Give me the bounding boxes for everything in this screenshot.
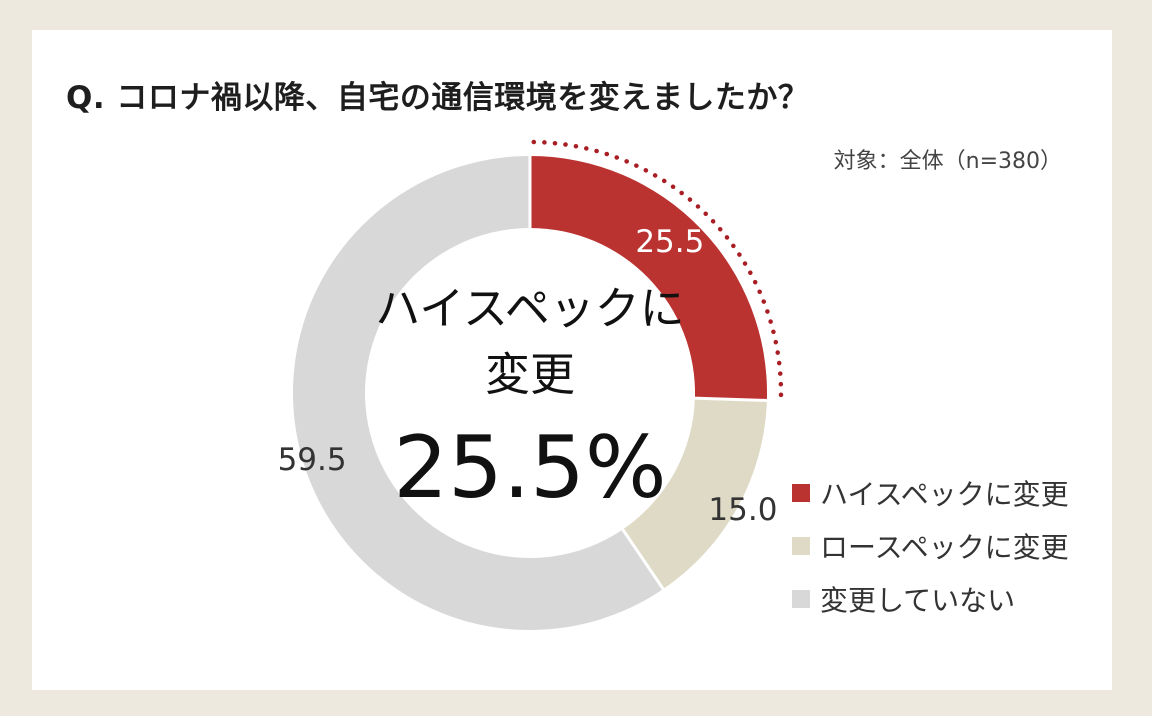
legend-item-high-spec: ハイスペックに変更 bbox=[792, 466, 1069, 519]
slice-no-change bbox=[292, 156, 664, 631]
value-label-high-spec: 25.5 bbox=[635, 224, 704, 260]
legend-label-no-change: 変更していない bbox=[820, 583, 1016, 617]
slice-separator bbox=[620, 527, 666, 591]
legend-item-no-change: 変更していない bbox=[792, 572, 1069, 625]
legend-swatch-no-change bbox=[792, 589, 810, 608]
center-value: 25.5% bbox=[393, 418, 667, 518]
chart-title: Q. コロナ禍以降、自宅の通信環境を変えましたか？ bbox=[66, 80, 810, 116]
value-label-low-spec: 15.0 bbox=[708, 492, 777, 528]
legend: ハイスペックに変更 ロースペックに変更 変更していない bbox=[792, 466, 1069, 625]
slice-separator bbox=[693, 396, 768, 402]
legend-label-high-spec: ハイスペックに変更 bbox=[820, 477, 1069, 511]
value-label-no-change: 59.5 bbox=[278, 442, 347, 478]
slice-low-spec bbox=[622, 398, 767, 590]
sample-note: 対象：全体（n=380） bbox=[833, 149, 1062, 174]
legend-item-low-spec: ロースペックに変更 bbox=[792, 519, 1069, 572]
legend-swatch-low-spec bbox=[792, 536, 810, 555]
center-label-line2: 変更 bbox=[484, 348, 575, 401]
center-label-line1: ハイスペックに bbox=[375, 282, 685, 335]
legend-swatch-high-spec bbox=[792, 483, 810, 502]
slice-high-spec bbox=[530, 156, 767, 401]
highlight-dotted-arc bbox=[531, 139, 784, 404]
legend-label-low-spec: ロースペックに変更 bbox=[820, 530, 1069, 564]
